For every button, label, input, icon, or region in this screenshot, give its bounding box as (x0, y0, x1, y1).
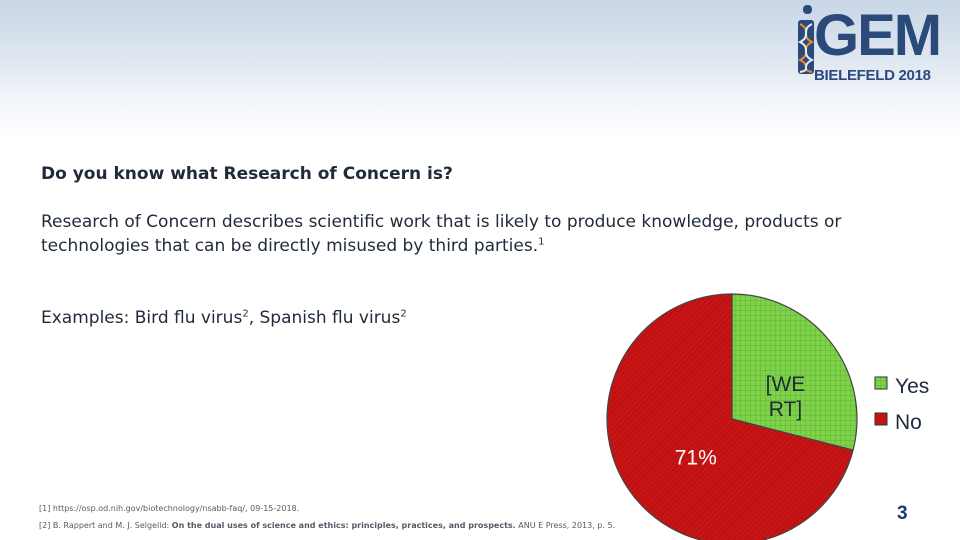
examples-ref-2: 2 (400, 308, 407, 320)
reference-2-authors: [2] B. Rappert and M. J. Selgelid: (39, 521, 170, 530)
legend-swatch-yes (874, 376, 888, 390)
pie-slice-no (606, 293, 854, 540)
header-banner: GEM BIELEFELD 2018 (0, 0, 960, 135)
slide-number: 3 (897, 503, 908, 524)
references: [1] https://osp.od.nih.gov/biotechnology… (39, 500, 615, 534)
pie-label-yes: [WE RT] (766, 373, 806, 421)
question-heading: Do you know what Research of Concern is? (41, 164, 453, 184)
legend-swatch-no (874, 412, 888, 426)
igem-logo: GEM BIELEFELD 2018 (792, 2, 942, 86)
definition-text: Research of Concern describes scientific… (41, 210, 891, 258)
pie-slices (606, 293, 858, 540)
pie-slice-yes (731, 293, 858, 451)
reference-2: [2] B. Rappert and M. J. Selgelid: On th… (39, 517, 615, 534)
legend-label-no: No (895, 411, 922, 434)
definition-body: Research of Concern describes scientific… (41, 212, 842, 256)
examples-mid: , Spanish flu virus (248, 308, 401, 328)
dna-helix-icon (797, 5, 815, 74)
reference-2-title: On the dual uses of science and ethics: … (171, 521, 516, 530)
chart-legend: Yes No (874, 375, 929, 434)
reference-1: [1] https://osp.od.nih.gov/biotechnology… (39, 504, 300, 513)
logo-gem-text: GEM (814, 3, 942, 68)
definition-ref-marker: 1 (538, 236, 545, 248)
logo-subtitle: BIELEFELD 2018 (814, 67, 931, 84)
examples-text: Examples: Bird flu virus2, Spanish flu v… (41, 308, 407, 328)
legend-label-yes: Yes (895, 375, 929, 398)
pie-label-no: 71% (675, 447, 717, 470)
examples-ref-1: 2 (242, 308, 249, 320)
reference-2-publisher: ANU E Press, 2013, p. 5. (518, 521, 616, 530)
examples-prefix: Examples: Bird flu virus (41, 308, 243, 328)
